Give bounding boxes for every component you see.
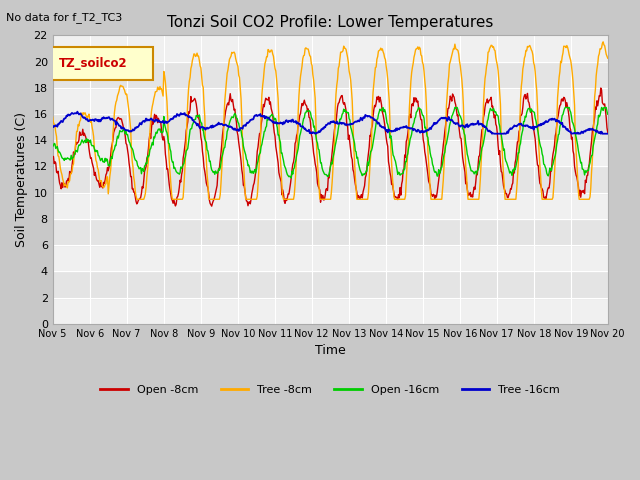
Legend: Open -8cm, Tree -8cm, Open -16cm, Tree -16cm: Open -8cm, Tree -8cm, Open -16cm, Tree -… bbox=[96, 380, 564, 399]
Bar bbox=[52, 167, 608, 192]
Text: No data for f_T2_TC3: No data for f_T2_TC3 bbox=[6, 12, 123, 23]
Bar bbox=[52, 61, 608, 88]
Bar bbox=[52, 88, 608, 114]
Bar bbox=[52, 245, 608, 271]
Bar bbox=[52, 192, 608, 219]
Text: TZ_soilco2: TZ_soilco2 bbox=[60, 57, 128, 70]
Bar bbox=[52, 36, 608, 61]
Bar bbox=[52, 271, 608, 298]
Bar bbox=[52, 140, 608, 167]
Y-axis label: Soil Temperatures (C): Soil Temperatures (C) bbox=[15, 112, 28, 247]
Title: Tonzi Soil CO2 Profile: Lower Temperatures: Tonzi Soil CO2 Profile: Lower Temperatur… bbox=[167, 15, 493, 30]
Bar bbox=[52, 114, 608, 140]
X-axis label: Time: Time bbox=[315, 344, 346, 357]
FancyBboxPatch shape bbox=[44, 47, 152, 80]
Bar bbox=[52, 298, 608, 324]
Bar bbox=[52, 219, 608, 245]
